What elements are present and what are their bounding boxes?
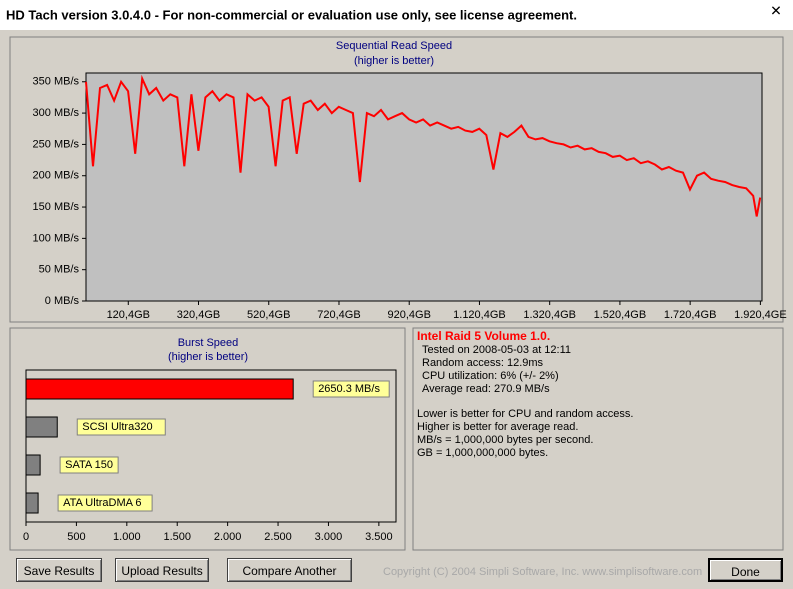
- x-tick-label: 1.000: [113, 531, 141, 543]
- info-note: Higher is better for average read.: [417, 421, 578, 433]
- title-bar: [0, 0, 793, 30]
- x-tick-label: 1.720,4GB: [664, 309, 717, 321]
- info-line: Random access: 12.9ms: [422, 357, 544, 369]
- read-plot: [85, 72, 763, 302]
- x-tick-label: 1.120,4GB: [453, 309, 506, 321]
- bar: [25, 492, 39, 514]
- x-tick-label: 500: [67, 531, 85, 543]
- bar-label: SCSI Ultra320: [82, 421, 152, 433]
- bar-label: ATA UltraDMA 6: [63, 497, 141, 509]
- y-tick-label: 50 MB/s: [39, 264, 80, 276]
- label-box: [312, 380, 390, 398]
- info-panel: [412, 327, 784, 551]
- info-note: GB = 1,000,000,000 bytes.: [417, 447, 548, 459]
- x-tick-label: 520,4GB: [247, 309, 290, 321]
- y-tick-label: 200 MB/s: [33, 170, 80, 182]
- bar: [25, 416, 58, 438]
- info-note: MB/s = 1,000,000 bytes per second.: [417, 434, 593, 446]
- label-box: [59, 456, 119, 474]
- read-title: Sequential Read Speed: [336, 40, 452, 52]
- bar-label: SATA 150: [65, 459, 113, 471]
- x-tick-label: 1.320,4GB: [523, 309, 576, 321]
- info-line: Average read: 270.9 MB/s: [422, 383, 550, 395]
- x-tick-label: 720,4GB: [317, 309, 360, 321]
- label-box: [76, 418, 166, 436]
- y-tick-label: 100 MB/s: [33, 232, 80, 244]
- x-tick-label: 120,4GB: [107, 309, 150, 321]
- x-tick-label: 3.500: [365, 531, 393, 543]
- y-tick-label: 150 MB/s: [33, 201, 80, 213]
- read-line: [85, 74, 762, 217]
- x-tick-label: 2.500: [264, 531, 292, 543]
- x-tick-label: 0: [23, 531, 29, 543]
- bar: [25, 454, 41, 476]
- burst-subtitle: (higher is better): [168, 351, 248, 363]
- y-tick-label: 350 MB/s: [33, 76, 80, 88]
- info-line: CPU utilization: 6% (+/- 2%): [422, 370, 559, 382]
- x-tick-label: 920,4GB: [388, 309, 431, 321]
- bar: [25, 378, 294, 400]
- close-button[interactable]: ✕: [770, 3, 782, 19]
- x-tick-label: 1.920,4GE: [734, 309, 787, 321]
- info-line: Tested on 2008-05-03 at 12:11: [422, 344, 571, 356]
- copyright: Copyright (C) 2004 Simpli Software, Inc.…: [383, 566, 702, 578]
- y-tick-label: 0 MB/s: [45, 295, 80, 307]
- y-tick-label: 300 MB/s: [33, 107, 80, 119]
- x-tick-label: 1.520,4GB: [594, 309, 647, 321]
- info-note: Lower is better for CPU and random acces…: [417, 408, 633, 420]
- label-box: [57, 494, 153, 512]
- y-tick-label: 250 MB/s: [33, 138, 80, 150]
- upload-button[interactable]: Upload Results: [115, 558, 209, 582]
- x-tick-label: 320,4GB: [177, 309, 220, 321]
- bar-label: 2650.3 MB/s: [318, 383, 380, 395]
- done-button[interactable]: Done: [708, 558, 783, 582]
- x-tick-label: 1.500: [163, 531, 191, 543]
- window-title: HD Tach version 3.0.4.0 - For non-commer…: [6, 7, 577, 22]
- burst-title: Burst Speed: [178, 337, 239, 349]
- read-subtitle: (higher is better): [354, 55, 434, 67]
- x-tick-label: 3.000: [315, 531, 343, 543]
- info-heading: Intel Raid 5 Volume 1.0.: [417, 329, 550, 343]
- save-button[interactable]: Save Results: [16, 558, 102, 582]
- x-tick-label: 2.000: [214, 531, 242, 543]
- compare-button[interactable]: Compare Another Drive: [227, 558, 352, 589]
